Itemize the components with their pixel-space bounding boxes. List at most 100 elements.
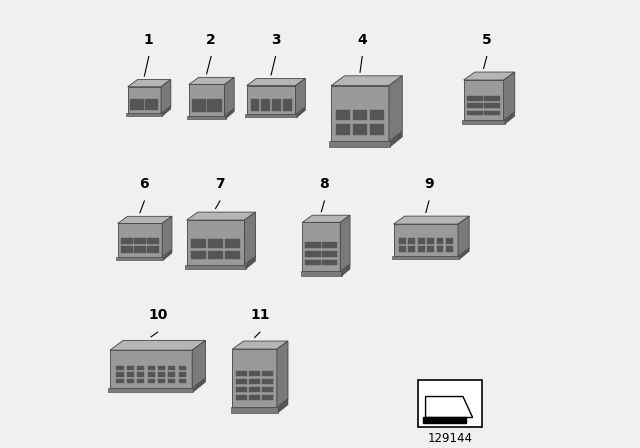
Polygon shape xyxy=(189,78,234,85)
Polygon shape xyxy=(118,224,162,257)
Polygon shape xyxy=(147,246,159,253)
Polygon shape xyxy=(244,212,255,265)
Polygon shape xyxy=(127,379,134,383)
Polygon shape xyxy=(460,248,469,259)
Polygon shape xyxy=(187,220,244,265)
Polygon shape xyxy=(131,99,144,110)
Text: 7: 7 xyxy=(215,177,225,191)
Polygon shape xyxy=(147,366,154,370)
Text: 6: 6 xyxy=(140,177,149,191)
Text: 10: 10 xyxy=(148,308,168,323)
Polygon shape xyxy=(301,271,342,276)
Polygon shape xyxy=(246,78,305,86)
Polygon shape xyxy=(262,395,273,400)
Text: 9: 9 xyxy=(424,177,434,191)
Polygon shape xyxy=(246,257,255,269)
Polygon shape xyxy=(225,239,240,248)
Polygon shape xyxy=(278,399,288,413)
Polygon shape xyxy=(390,131,403,147)
Polygon shape xyxy=(427,246,434,252)
Polygon shape xyxy=(296,78,305,115)
Polygon shape xyxy=(110,350,192,388)
Polygon shape xyxy=(126,113,163,116)
Polygon shape xyxy=(408,238,415,244)
Polygon shape xyxy=(179,366,186,370)
Text: 1: 1 xyxy=(144,33,154,47)
Polygon shape xyxy=(322,251,337,257)
Polygon shape xyxy=(418,238,424,244)
Polygon shape xyxy=(163,250,172,260)
Polygon shape xyxy=(191,99,206,112)
Polygon shape xyxy=(158,372,165,377)
Polygon shape xyxy=(236,395,247,400)
Polygon shape xyxy=(118,216,172,224)
Polygon shape xyxy=(305,251,321,257)
Polygon shape xyxy=(394,216,469,224)
Polygon shape xyxy=(342,264,350,276)
Polygon shape xyxy=(110,340,205,350)
Polygon shape xyxy=(189,85,225,116)
Polygon shape xyxy=(277,341,288,407)
Polygon shape xyxy=(121,246,132,253)
Polygon shape xyxy=(249,395,260,400)
Polygon shape xyxy=(467,111,483,115)
Polygon shape xyxy=(446,246,453,252)
Polygon shape xyxy=(225,251,240,259)
Polygon shape xyxy=(283,99,292,111)
Polygon shape xyxy=(418,246,424,252)
Polygon shape xyxy=(162,216,172,257)
Polygon shape xyxy=(484,103,500,108)
Polygon shape xyxy=(484,111,500,115)
Polygon shape xyxy=(330,141,390,147)
Polygon shape xyxy=(249,387,260,392)
Polygon shape xyxy=(127,372,134,377)
Polygon shape xyxy=(208,239,223,248)
Polygon shape xyxy=(246,86,296,115)
Polygon shape xyxy=(297,108,305,117)
Polygon shape xyxy=(261,99,270,111)
Bar xyxy=(418,380,483,427)
Polygon shape xyxy=(192,340,205,388)
Polygon shape xyxy=(399,246,406,252)
Polygon shape xyxy=(116,372,124,377)
Polygon shape xyxy=(389,76,403,141)
Text: 3: 3 xyxy=(271,33,280,47)
Polygon shape xyxy=(262,387,273,392)
Polygon shape xyxy=(303,222,340,271)
Polygon shape xyxy=(147,379,154,383)
Polygon shape xyxy=(108,388,193,392)
Polygon shape xyxy=(322,260,337,265)
Polygon shape xyxy=(353,124,367,134)
Polygon shape xyxy=(423,417,466,423)
Polygon shape xyxy=(245,115,297,117)
Polygon shape xyxy=(458,216,469,256)
Polygon shape xyxy=(505,112,515,124)
Polygon shape xyxy=(467,96,483,101)
Polygon shape xyxy=(187,116,226,119)
Polygon shape xyxy=(134,238,145,244)
Polygon shape xyxy=(446,238,453,244)
Polygon shape xyxy=(436,246,444,252)
Polygon shape xyxy=(187,212,255,220)
Polygon shape xyxy=(116,379,124,383)
Polygon shape xyxy=(158,366,165,370)
Polygon shape xyxy=(262,371,273,376)
Polygon shape xyxy=(191,239,206,248)
Polygon shape xyxy=(331,76,403,86)
Polygon shape xyxy=(462,120,505,124)
Polygon shape xyxy=(236,387,247,392)
Polygon shape xyxy=(128,87,161,113)
Polygon shape xyxy=(128,80,171,87)
Polygon shape xyxy=(426,396,472,418)
Text: 11: 11 xyxy=(250,308,269,323)
Polygon shape xyxy=(322,242,337,248)
Polygon shape xyxy=(399,238,406,244)
Polygon shape xyxy=(305,260,321,265)
Polygon shape xyxy=(137,379,144,383)
Polygon shape xyxy=(305,242,321,248)
Polygon shape xyxy=(134,246,145,253)
Polygon shape xyxy=(226,108,234,119)
Polygon shape xyxy=(408,246,415,252)
Polygon shape xyxy=(392,256,460,259)
Text: 8: 8 xyxy=(319,177,330,191)
